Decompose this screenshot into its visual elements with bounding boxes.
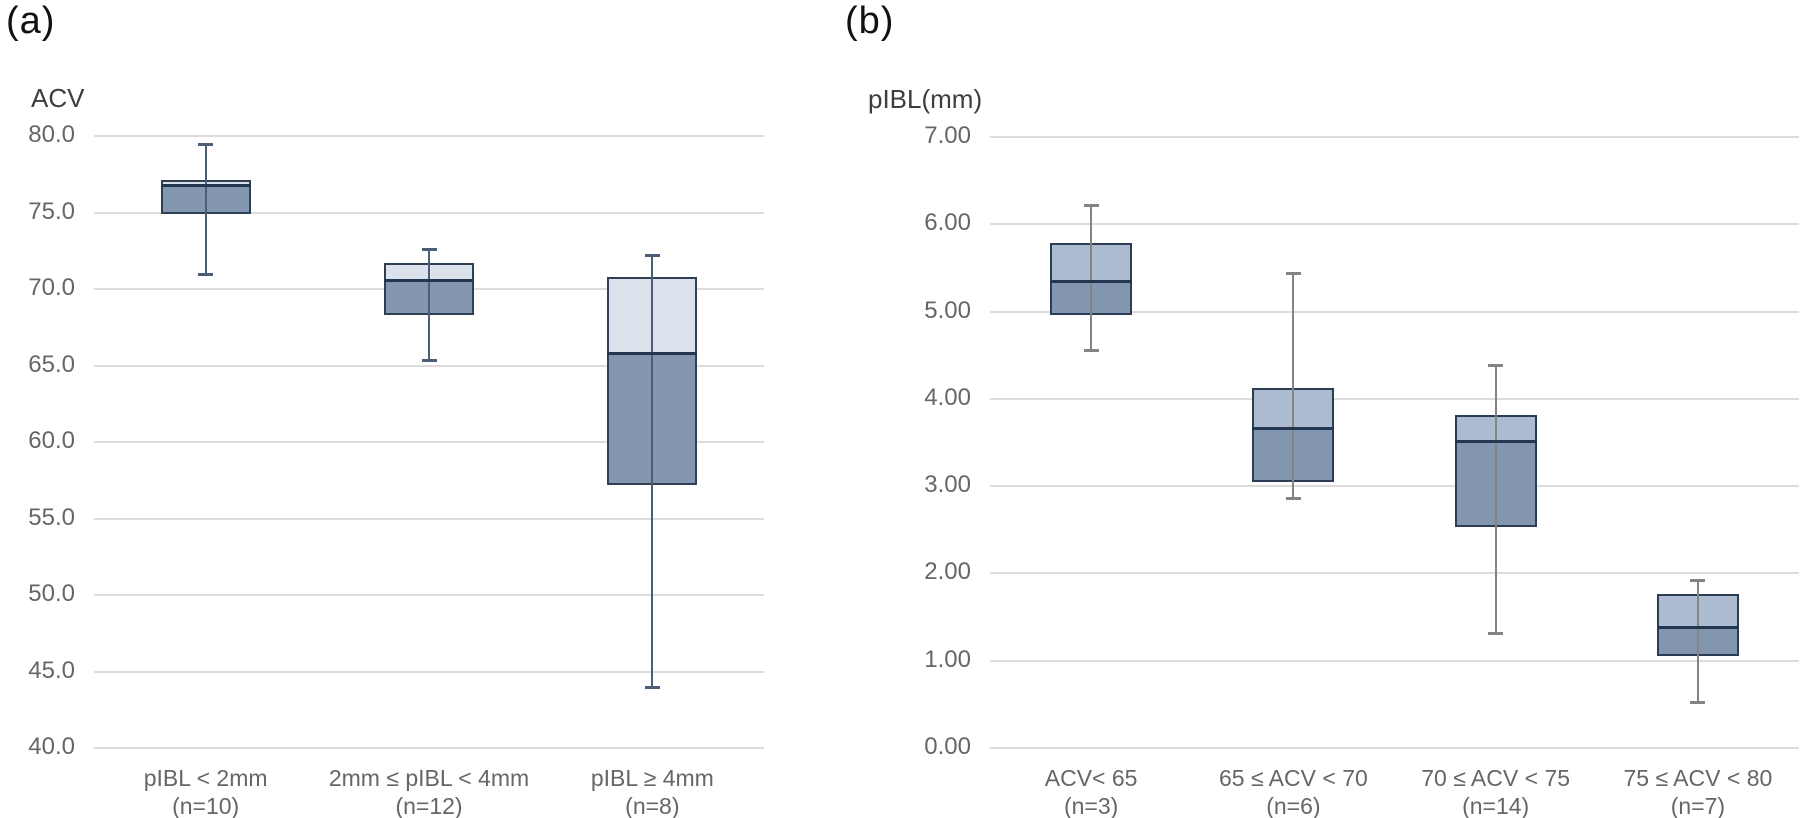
category-n-count: (n=12) xyxy=(395,793,463,818)
x-category-label: 2mm ≤ pIBL < 4mm (n=12) xyxy=(289,764,569,818)
whisker-cap-bottom xyxy=(1488,631,1504,635)
y-axis-title-b: pIBL(mm) xyxy=(868,84,983,114)
y-tick-label: 65.0 xyxy=(28,350,75,378)
gridline xyxy=(94,441,764,443)
median-line xyxy=(1252,426,1335,430)
x-category-label: 65 ≤ ACV < 70 (n=6) xyxy=(1153,764,1433,818)
y-tick-label: 7.00 xyxy=(924,122,971,149)
gridline xyxy=(94,517,764,520)
median-line xyxy=(607,352,698,356)
gridline xyxy=(990,223,1799,226)
y-tick-label: 0.00 xyxy=(924,733,971,760)
median-line xyxy=(1656,625,1739,629)
whisker-cap-top xyxy=(1488,363,1504,367)
y-tick-label: 5.00 xyxy=(924,296,971,324)
category-name: 65 ≤ ACV < 70 xyxy=(1218,765,1368,791)
median-line xyxy=(160,183,251,187)
y-tick-label: 55.0 xyxy=(28,503,75,531)
y-tick-label: 3.00 xyxy=(924,471,971,499)
category-name: 75 ≤ ACV < 80 xyxy=(1623,765,1773,791)
whisker-line xyxy=(1090,205,1093,351)
whisker-cap-top xyxy=(198,142,214,146)
x-category-label: 70 ≤ ACV < 75 (n=14) xyxy=(1356,764,1636,818)
whisker-cap-top xyxy=(1083,204,1099,208)
whisker-cap-bottom xyxy=(644,686,660,690)
median-line xyxy=(1050,280,1133,284)
x-category-label: ACV< 65 (n=3) xyxy=(951,764,1231,818)
whisker-cap-top xyxy=(644,254,660,258)
category-name: 2mm ≤ pIBL < 4mm xyxy=(328,765,530,791)
category-name: pIBL < 2mm xyxy=(143,765,268,791)
y-axis-title-a: ACV xyxy=(31,83,85,113)
y-tick-label: 70.0 xyxy=(28,274,75,301)
gridline xyxy=(94,364,764,367)
category-n-count: (n=10) xyxy=(172,793,240,818)
category-n-count: (n=8) xyxy=(625,793,680,818)
gridline xyxy=(990,659,1799,662)
y-tick-label: 1.00 xyxy=(924,645,971,673)
gridline xyxy=(94,211,764,214)
whisker-cap-bottom xyxy=(1285,497,1301,501)
gridline xyxy=(990,136,1799,138)
y-tick-label: 60.0 xyxy=(28,427,75,454)
gridline xyxy=(94,135,764,137)
whisker-line xyxy=(1292,273,1295,500)
y-tick-label: 45.0 xyxy=(28,656,75,684)
y-tick-label: 50.0 xyxy=(28,580,75,607)
whisker-line xyxy=(1696,580,1699,704)
whisker-cap-bottom xyxy=(198,273,214,277)
y-tick-label: 40.0 xyxy=(28,733,75,760)
gridline xyxy=(990,747,1799,749)
category-name: pIBL ≥ 4mm xyxy=(590,765,714,791)
panel-label-a: (a) xyxy=(6,0,56,42)
category-n-count: (n=14) xyxy=(1462,793,1530,818)
category-n-count: (n=3) xyxy=(1063,793,1119,818)
category-name: ACV< 65 xyxy=(1044,765,1138,791)
y-tick-label: 75.0 xyxy=(28,197,75,225)
x-category-label: pIBL < 2mm (n=10) xyxy=(66,764,346,818)
gridline xyxy=(94,594,764,596)
panel-label-b: (b) xyxy=(845,0,895,42)
gridline xyxy=(94,670,764,673)
gridline xyxy=(990,397,1799,400)
median-line xyxy=(1454,439,1537,443)
category-n-count: (n=6) xyxy=(1266,793,1321,818)
x-category-label: 75 ≤ ACV < 80 (n=7) xyxy=(1558,764,1801,818)
y-tick-label: 4.00 xyxy=(924,383,971,411)
whisker-cap-top xyxy=(421,248,437,252)
whisker-cap-top xyxy=(1285,272,1301,276)
gridline xyxy=(990,310,1799,313)
whisker-cap-top xyxy=(1690,579,1706,583)
whisker-line xyxy=(428,249,430,361)
gridline xyxy=(990,572,1799,575)
whisker-line xyxy=(204,143,207,276)
median-line xyxy=(384,278,474,282)
y-tick-label: 6.00 xyxy=(924,209,971,237)
whisker-line xyxy=(651,255,654,689)
category-name: 70 ≤ ACV < 75 xyxy=(1421,765,1571,791)
y-tick-label: 2.00 xyxy=(924,558,971,586)
gridline xyxy=(990,485,1799,488)
category-n-count: (n=7) xyxy=(1670,793,1726,818)
whisker-cap-bottom xyxy=(1083,348,1099,352)
y-tick-label: 80.0 xyxy=(28,121,75,148)
whisker-cap-bottom xyxy=(1690,701,1706,705)
x-category-label: pIBL ≥ 4mm (n=8) xyxy=(512,764,792,818)
whisker-cap-bottom xyxy=(421,358,437,362)
gridline xyxy=(94,747,764,749)
whisker-line xyxy=(1494,364,1497,634)
